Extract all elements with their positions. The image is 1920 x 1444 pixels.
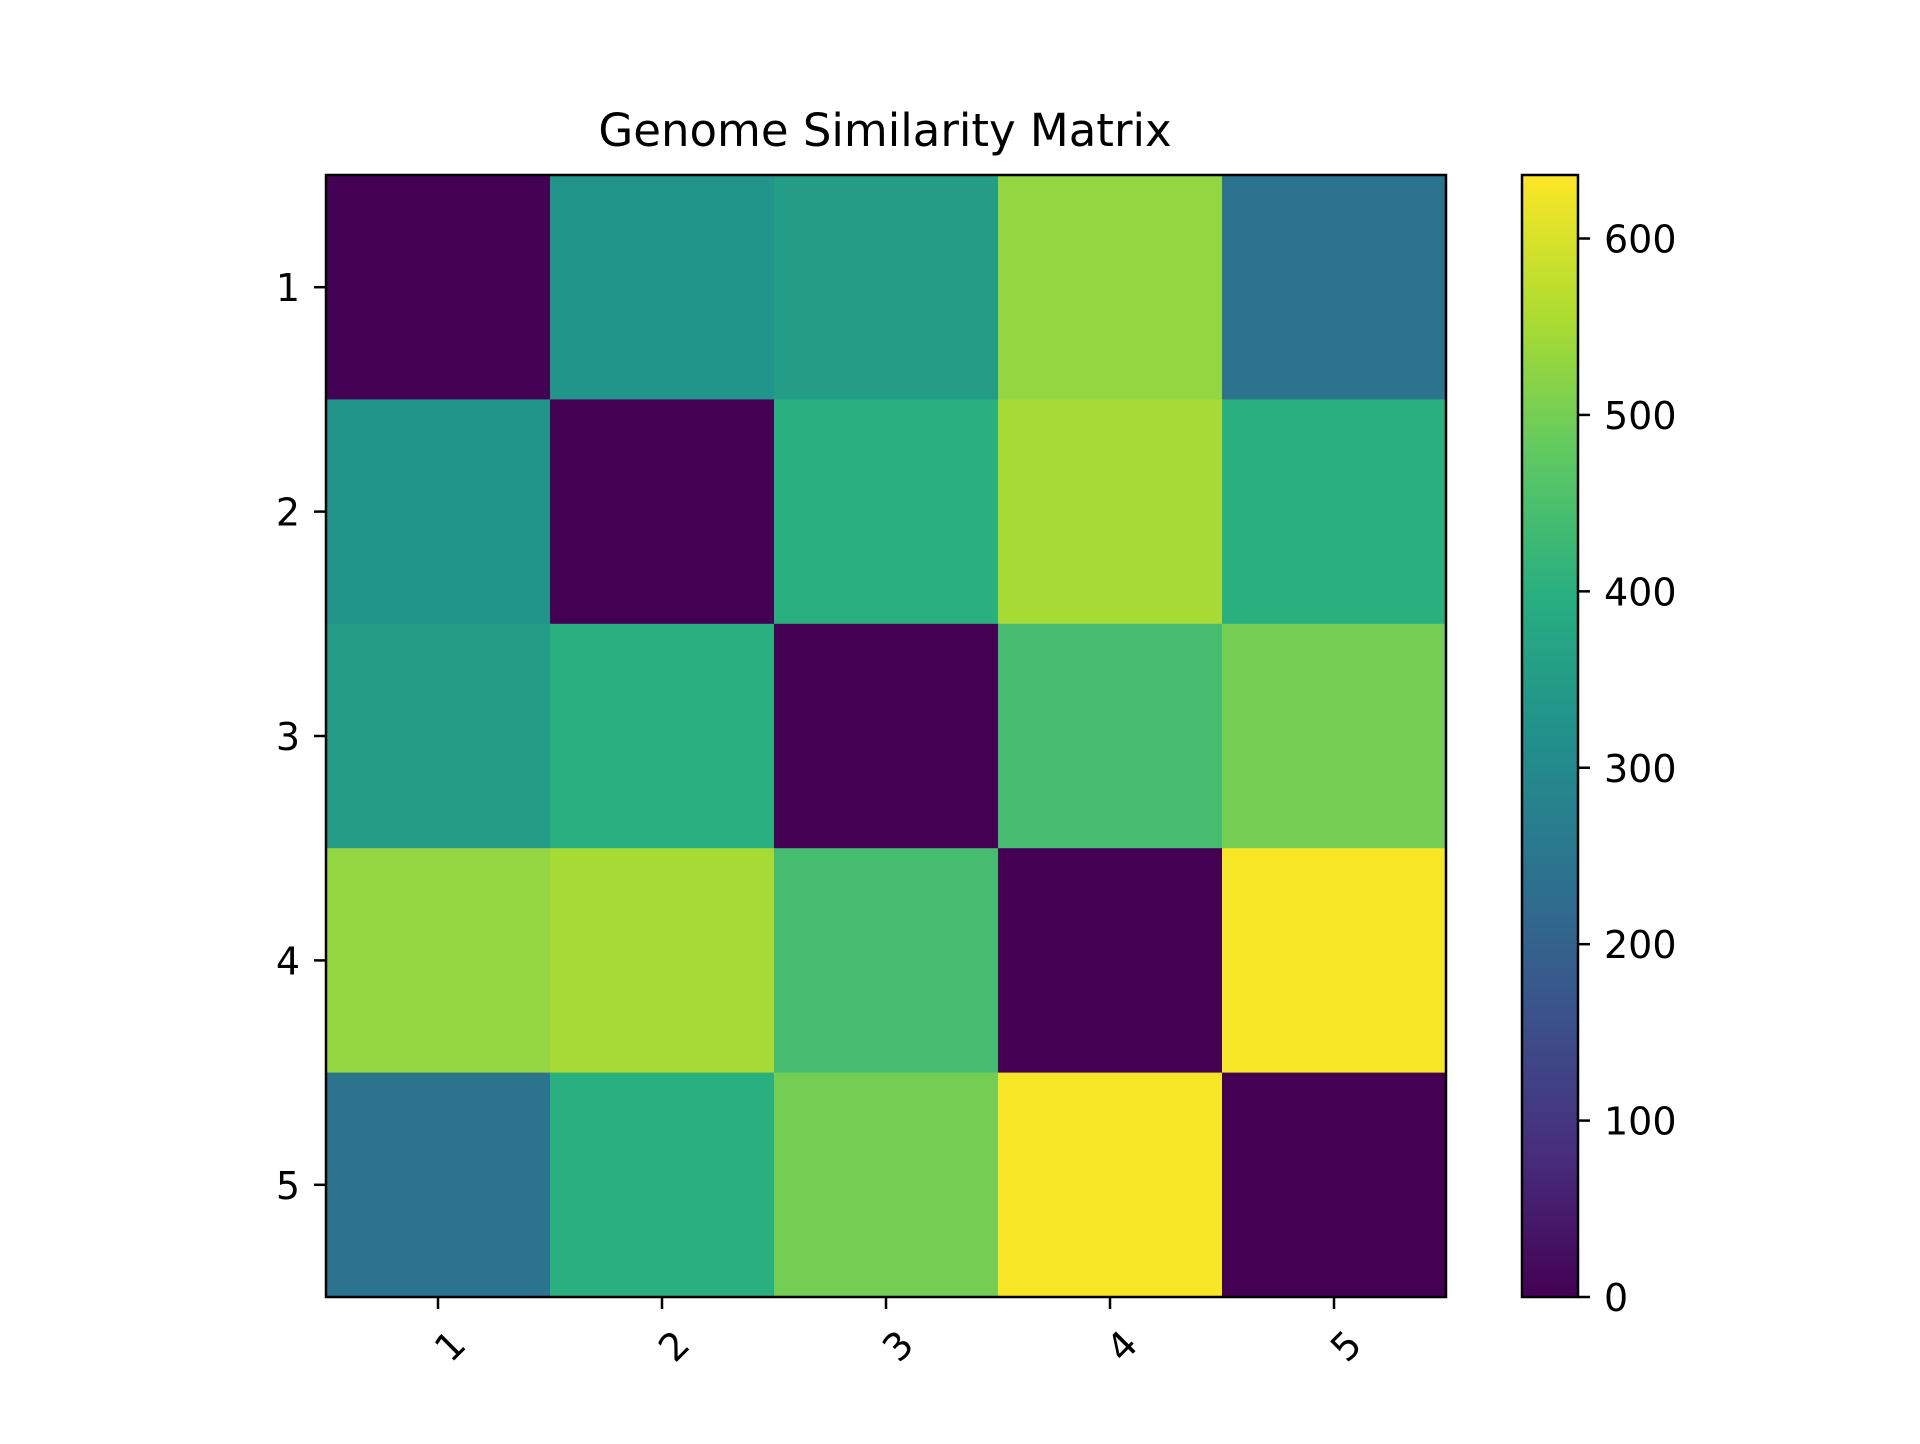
- x-tick-label: 4: [1098, 1322, 1146, 1370]
- heatmap-cell-r2-c5: [1222, 399, 1447, 625]
- heatmap-cell-r3-c5: [1222, 623, 1447, 849]
- heatmap-cell-r4-c3: [774, 848, 999, 1074]
- heatmap-cell-r1-c2: [550, 175, 775, 400]
- heatmap-cell-r2-c1: [326, 399, 551, 625]
- heatmap-cell-r5-c1: [326, 1072, 551, 1298]
- x-tick-label: 5: [1322, 1322, 1370, 1370]
- colorbar-tick-label: 0: [1604, 1276, 1628, 1320]
- heatmap-cell-r1-c3: [774, 175, 999, 400]
- heatmap-cell-r5-c4: [998, 1072, 1223, 1298]
- heatmap-cell-r4-c4: [998, 848, 1223, 1074]
- y-tick-label: 3: [276, 715, 300, 759]
- heatmap-cell-r2-c3: [774, 399, 999, 625]
- x-tick-label: 3: [874, 1322, 922, 1370]
- heatmap-cell-r3-c3: [774, 623, 999, 849]
- colorbar-tick-label: 500: [1604, 394, 1677, 438]
- colorbar-tick-label: 100: [1604, 1100, 1677, 1144]
- colorbar-tick-label: 200: [1604, 923, 1677, 967]
- heatmap-cell-r2-c4: [998, 399, 1223, 625]
- y-tick-label: 4: [276, 939, 300, 983]
- x-axis: 1 2 3 4 5: [426, 1297, 1370, 1370]
- heatmap-cell-r5-c3: [774, 1072, 999, 1298]
- y-tick-label: 1: [276, 266, 300, 310]
- heatmap-cell-r3-c2: [550, 623, 775, 849]
- x-tick-label: 2: [650, 1322, 698, 1370]
- heatmap-cell-r3-c4: [998, 623, 1223, 849]
- y-tick-label: 2: [276, 491, 300, 535]
- heatmap-cells: [326, 175, 1447, 1298]
- colorbar-tick-label: 600: [1604, 218, 1677, 262]
- heatmap-cell-r1-c1: [326, 175, 551, 400]
- x-tick-label: 1: [426, 1322, 474, 1370]
- heatmap-cell-r1-c4: [998, 175, 1223, 400]
- y-tick-label: 5: [276, 1164, 300, 1208]
- colorbar: [1520, 173, 1580, 1299]
- heatmap-cell-r3-c1: [326, 623, 551, 849]
- heatmap-cell-r4-c5: [1222, 848, 1447, 1074]
- heatmap-cell-r4-c2: [550, 848, 775, 1074]
- heatmap-cell-r1-c5: [1222, 175, 1447, 400]
- y-axis: 1 2 3 4 5: [276, 266, 326, 1208]
- colorbar-axis: 0 100 200 300 400 500 600: [1578, 218, 1677, 1320]
- colorbar-tick-label: 300: [1604, 747, 1677, 791]
- chart-title: Genome Similarity Matrix: [598, 104, 1171, 157]
- heatmap-cell-r5-c5: [1222, 1072, 1447, 1298]
- heatmap-cell-r2-c2: [550, 399, 775, 625]
- heatmap-cell-r5-c2: [550, 1072, 775, 1298]
- colorbar-tick-label: 400: [1604, 570, 1677, 614]
- heatmap-cell-r4-c1: [326, 848, 551, 1074]
